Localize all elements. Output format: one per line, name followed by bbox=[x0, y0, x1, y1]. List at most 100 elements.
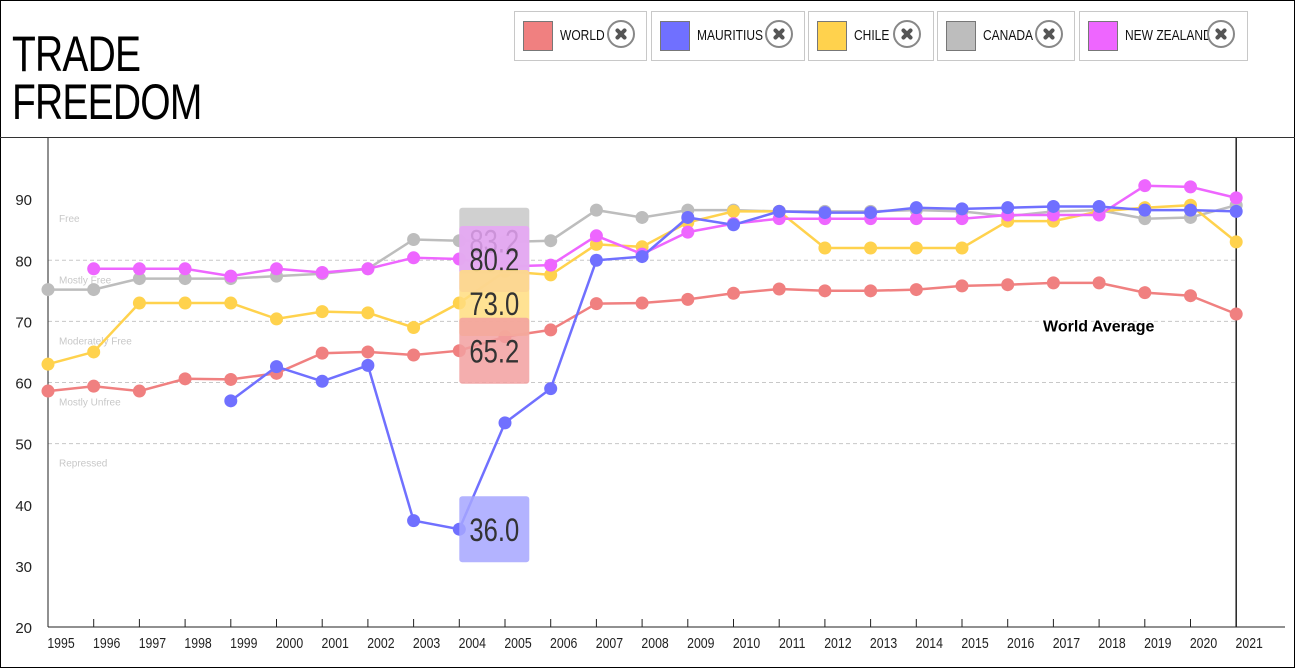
legend-item-world[interactable]: WORLD bbox=[514, 11, 647, 61]
legend-swatch-chile bbox=[817, 21, 847, 51]
x-tick-label: 2002 bbox=[367, 635, 394, 651]
data-point bbox=[544, 382, 558, 396]
data-point bbox=[315, 305, 329, 319]
data-point bbox=[772, 282, 786, 296]
data-point bbox=[955, 279, 969, 293]
data-point bbox=[224, 269, 238, 283]
data-point bbox=[132, 296, 146, 310]
data-point bbox=[864, 206, 878, 220]
data-point bbox=[1046, 199, 1060, 213]
x-tick-label: 2018 bbox=[1098, 635, 1126, 651]
data-point bbox=[818, 284, 832, 298]
x-tick-label: 1997 bbox=[139, 635, 166, 651]
y-tick-label: 80 bbox=[15, 253, 32, 270]
data-point bbox=[41, 283, 55, 297]
data-point bbox=[635, 210, 649, 224]
close-icon[interactable] bbox=[1207, 20, 1235, 48]
data-point bbox=[589, 203, 603, 217]
x-tick-label: 2005 bbox=[504, 635, 532, 651]
x-tick-label: 2010 bbox=[733, 635, 761, 651]
x-tick-label: 2013 bbox=[870, 635, 898, 651]
data-point bbox=[87, 379, 101, 393]
x-tick-label: 2004 bbox=[459, 635, 487, 651]
data-point bbox=[1138, 286, 1152, 300]
data-point bbox=[955, 212, 969, 226]
legend-label-canada: CANADA bbox=[983, 27, 1034, 44]
close-icon[interactable] bbox=[765, 20, 793, 48]
x-tick-label: 1999 bbox=[230, 635, 257, 651]
x-tick-label: 1998 bbox=[184, 635, 212, 651]
x-tick-label: 2014 bbox=[916, 635, 944, 651]
data-point bbox=[407, 251, 421, 265]
y-tick-label: 50 bbox=[15, 437, 32, 454]
y-tick-label: 70 bbox=[15, 314, 32, 331]
data-point bbox=[407, 232, 421, 246]
data-point bbox=[178, 272, 192, 286]
x-tick-label: 2008 bbox=[641, 635, 669, 651]
band-label: Repressed bbox=[59, 459, 107, 470]
data-point bbox=[864, 241, 878, 255]
data-point bbox=[315, 374, 329, 388]
data-point bbox=[1092, 276, 1106, 290]
data-point bbox=[589, 297, 603, 311]
data-point bbox=[1184, 289, 1197, 303]
data-point bbox=[132, 272, 146, 286]
close-icon[interactable] bbox=[607, 20, 635, 48]
legend-item-chile[interactable]: CHILE bbox=[808, 11, 934, 61]
x-tick-label: 1995 bbox=[47, 635, 75, 651]
data-point bbox=[909, 201, 923, 215]
data-point bbox=[909, 283, 923, 297]
x-tick-label: 2015 bbox=[961, 635, 989, 651]
band-label: Moderately Free bbox=[59, 336, 132, 347]
y-tick-label: 30 bbox=[15, 559, 32, 576]
data-point bbox=[132, 262, 146, 276]
band-labels: Free Mostly Free Moderately Free Mostly Unf… bbox=[59, 214, 132, 470]
x-tick-label: 2016 bbox=[1007, 635, 1035, 651]
data-point bbox=[909, 212, 923, 226]
series-line bbox=[230, 205, 1237, 531]
data-point bbox=[544, 258, 558, 272]
data-point bbox=[1001, 278, 1015, 292]
callout-label: 73.0 bbox=[469, 287, 519, 322]
legend-item-new-zealand[interactable]: NEW ZEALAND bbox=[1079, 11, 1248, 61]
data-point bbox=[407, 514, 421, 528]
data-point bbox=[1046, 276, 1060, 290]
legend-label-chile: CHILE bbox=[854, 27, 890, 44]
data-point bbox=[818, 206, 832, 220]
close-icon[interactable] bbox=[893, 20, 921, 48]
series-line bbox=[93, 184, 1237, 278]
callout-label: 36.0 bbox=[469, 514, 519, 549]
y-tick-label: 90 bbox=[15, 192, 32, 209]
y-tick-label: 40 bbox=[15, 498, 32, 515]
close-icon[interactable] bbox=[1035, 20, 1063, 48]
x-tick-label: 2021 bbox=[1236, 635, 1263, 651]
callout-box bbox=[459, 317, 530, 384]
data-point bbox=[41, 384, 55, 398]
data-point bbox=[1001, 201, 1015, 215]
legend-item-mauritius[interactable]: MAURITIUS bbox=[651, 11, 805, 61]
data-point bbox=[727, 218, 740, 232]
data-point bbox=[1229, 307, 1243, 321]
data-point bbox=[681, 292, 695, 306]
legend-label-new-zealand: NEW ZEALAND bbox=[1125, 27, 1212, 44]
legend-item-canada[interactable]: CANADA bbox=[937, 11, 1075, 61]
data-point bbox=[361, 262, 375, 276]
x-tick-label: 2006 bbox=[550, 635, 578, 651]
data-point bbox=[909, 241, 923, 255]
axes: 20 30 40 50 60 70 80 90 1995 1996 1997 1998 1999 2000… bbox=[15, 138, 1285, 651]
chart-title-line-2: FREEDOM bbox=[12, 74, 202, 130]
legend-swatch-new-zealand bbox=[1088, 21, 1118, 51]
data-point bbox=[407, 320, 421, 334]
data-point bbox=[407, 348, 421, 362]
data-point bbox=[1229, 191, 1243, 205]
x-tick-label: 2020 bbox=[1190, 635, 1218, 651]
data-point bbox=[1229, 204, 1243, 218]
data-point bbox=[589, 229, 603, 243]
world-average-annotation: World Average bbox=[1043, 318, 1155, 335]
x-tick-label: 2003 bbox=[413, 635, 441, 651]
data-point bbox=[772, 204, 786, 218]
x-tick-label: 2019 bbox=[1144, 635, 1171, 651]
data-point bbox=[498, 416, 512, 430]
data-point bbox=[1138, 203, 1152, 217]
legend-label-mauritius: MAURITIUS bbox=[697, 27, 763, 44]
